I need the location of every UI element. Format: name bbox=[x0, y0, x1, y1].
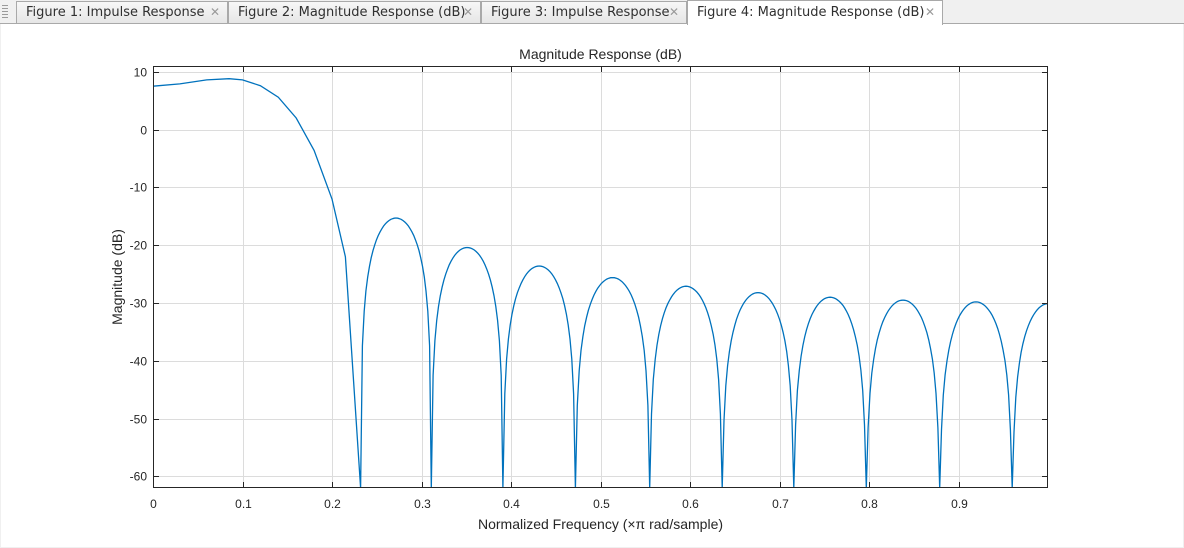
x-tick-label: 0.1 bbox=[235, 497, 252, 511]
x-tick-label: 0.6 bbox=[682, 497, 699, 511]
y-tick-label: -20 bbox=[130, 239, 148, 253]
y-axis-label: Magnitude (dB) bbox=[109, 229, 125, 325]
close-icon[interactable]: ✕ bbox=[462, 5, 473, 19]
y-tick-label: 0 bbox=[140, 124, 147, 138]
tab-figure-1[interactable]: Figure 1: Impulse Response ✕ bbox=[16, 1, 228, 23]
tab-label: Figure 4: Magnitude Response (dB) bbox=[697, 5, 925, 20]
magnitude-response-chart[interactable]: 0 0.1 0.2 0.3 0.4 0.5 0.6 0.7 0.8 0.9 10 0 -10 -20 -3… bbox=[1, 24, 1183, 547]
close-icon[interactable]: ✕ bbox=[668, 5, 679, 19]
y-tick-label: -10 bbox=[130, 181, 148, 195]
curve-layer bbox=[152, 78, 1049, 489]
grid-lines bbox=[153, 66, 1048, 488]
x-axis-label: Normalized Frequency (×π rad/sample) bbox=[478, 516, 723, 532]
tab-label: Figure 1: Impulse Response bbox=[26, 5, 205, 20]
y-tick-label: -30 bbox=[130, 297, 148, 311]
y-tick-label: -60 bbox=[130, 470, 148, 484]
y-tick-labels: 10 0 -10 -20 -30 -40 -50 -60 bbox=[130, 66, 148, 484]
tab-figure-3[interactable]: Figure 3: Impulse Response ✕ bbox=[481, 1, 687, 23]
x-tick-label: 0.9 bbox=[951, 497, 968, 511]
close-icon[interactable]: ✕ bbox=[209, 5, 220, 19]
tab-figure-4[interactable]: Figure 4: Magnitude Response (dB) ✕ bbox=[687, 0, 943, 25]
tab-figure-2[interactable]: Figure 2: Magnitude Response (dB) ✕ bbox=[228, 1, 481, 23]
tab-bar-grip-icon[interactable] bbox=[2, 5, 8, 19]
tick-marks bbox=[153, 66, 1048, 488]
x-tick-label: 0.4 bbox=[503, 497, 520, 511]
x-tick-labels: 0 0.1 0.2 0.3 0.4 0.5 0.6 0.7 0.8 0.9 bbox=[150, 497, 968, 511]
tab-label: Figure 2: Magnitude Response (dB) bbox=[238, 5, 466, 20]
tab-label: Figure 3: Impulse Response bbox=[491, 5, 670, 20]
x-tick-label: 0 bbox=[150, 497, 157, 511]
chart-title: Magnitude Response (dB) bbox=[519, 46, 682, 62]
y-tick-label: -50 bbox=[130, 413, 148, 427]
close-icon[interactable]: ✕ bbox=[924, 5, 935, 19]
x-tick-label: 0.7 bbox=[772, 497, 789, 511]
axes-box bbox=[153, 66, 1048, 488]
x-tick-label: 0.3 bbox=[414, 497, 431, 511]
axes-background bbox=[153, 66, 1048, 488]
x-tick-label: 0.5 bbox=[593, 497, 610, 511]
y-tick-label: 10 bbox=[134, 66, 148, 80]
x-tick-label: 0.8 bbox=[861, 497, 878, 511]
series-line bbox=[152, 78, 1049, 489]
figure-tab-bar: Figure 1: Impulse Response ✕ Figure 2: M… bbox=[0, 0, 1184, 25]
y-tick-label: -40 bbox=[130, 355, 148, 369]
figure-canvas: 0 0.1 0.2 0.3 0.4 0.5 0.6 0.7 0.8 0.9 10 0 -10 -20 -3… bbox=[1, 24, 1183, 547]
x-tick-label: 0.2 bbox=[324, 497, 341, 511]
